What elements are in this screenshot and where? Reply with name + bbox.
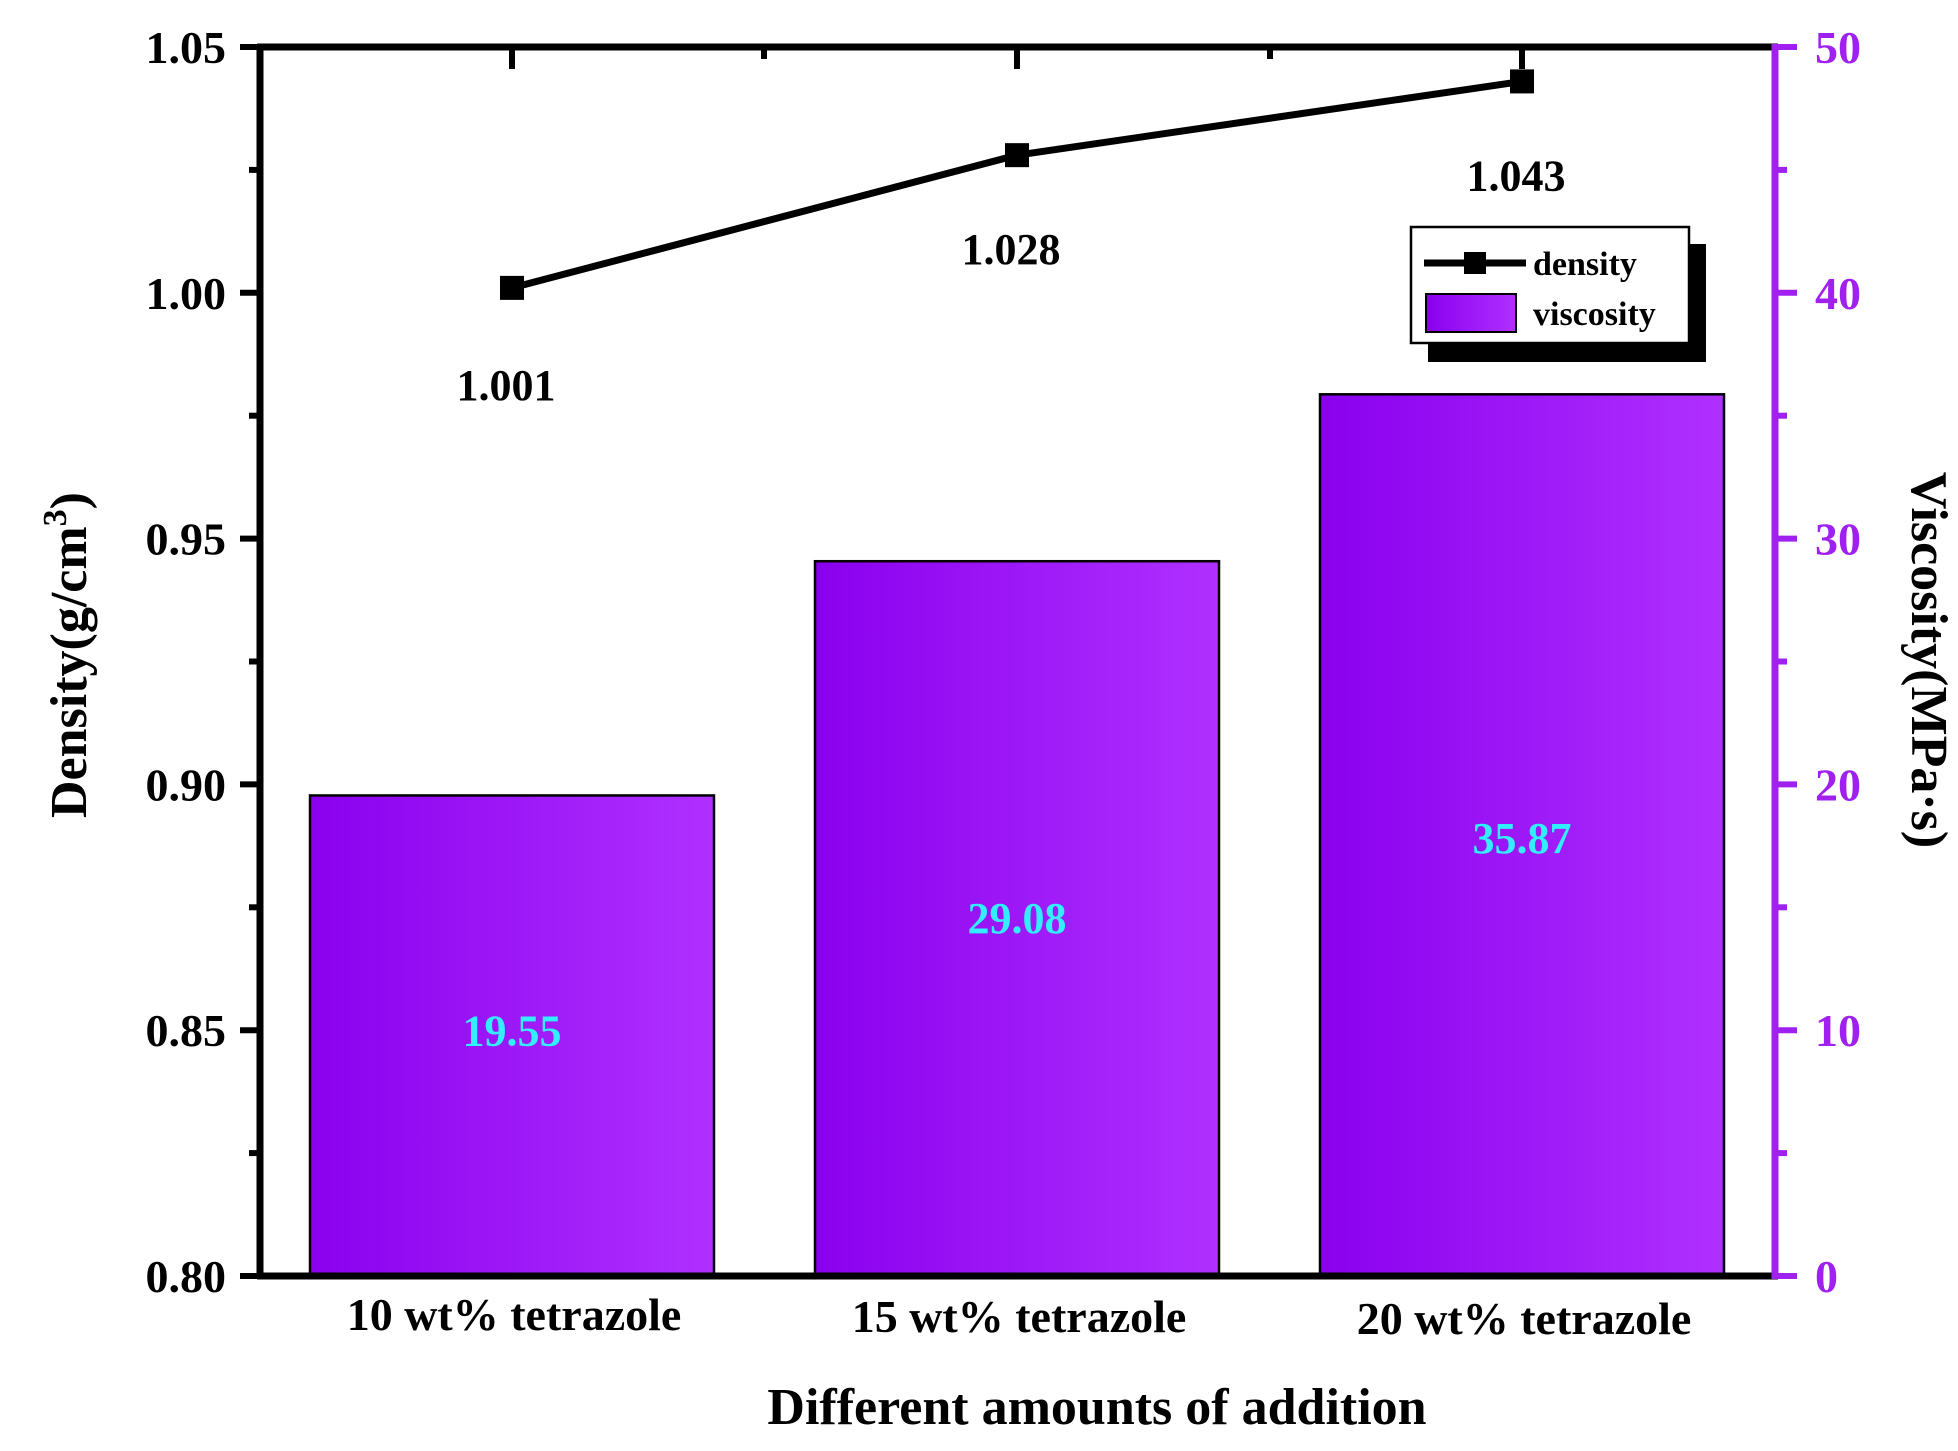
viscosity-bar-label: 35.87 [1473,814,1572,863]
right-tick-label: 0 [1815,1251,1838,1302]
left-tick-label: 0.85 [146,1005,227,1056]
legend-density-label: density [1533,246,1637,283]
right-tick-label: 40 [1815,268,1861,319]
left-tick-label: 1.00 [146,268,227,319]
right-tick-label: 50 [1815,22,1861,73]
density-point-label: 1.043 [1467,151,1566,200]
left-axis-title-superscript: 3 [37,509,74,526]
viscosity-bar-label: 19.55 [463,1006,562,1055]
density-point-label: 1.028 [962,225,1061,274]
density-point-labels: 1.001 1.028 1.043 [457,151,1566,409]
left-tick-label: 0.90 [146,759,227,810]
left-tick-label: 0.80 [146,1251,227,1302]
legend-density-marker [1464,252,1486,274]
viscosity-bar [308,794,716,1278]
right-tick-label: 10 [1815,1005,1861,1056]
right-axis-ticks: 0 10 20 30 40 50 [1775,22,1861,1302]
x-category-labels: 10 wt% tetrazole 15 wt% tetrazole 20 wt% t… [347,1289,1692,1344]
x-category-label: 20 wt% tetrazole [1357,1293,1692,1344]
density-marker [500,275,524,300]
x-axis-title: Different amounts of addition [767,1379,1426,1436]
left-tick-label: 1.05 [146,22,227,73]
left-axis-ticks: 0.80 0.85 0.90 0.95 1.00 1.05 [146,22,260,1302]
viscosity-bar [1318,393,1726,1278]
legend: density viscosity [1409,225,1706,362]
density-marker [1005,143,1029,168]
legend-viscosity-swatch [1425,293,1517,333]
x-category-label: 10 wt% tetrazole [347,1289,682,1340]
viscosity-bar [813,559,1221,1278]
top-axis-ticks [509,47,1525,69]
left-axis-title: Density(g/cm3) [37,492,98,818]
right-tick-label: 30 [1815,514,1861,565]
viscosity-bar-labels: 19.55 29.08 35.87 [463,814,1572,1056]
x-category-label: 15 wt% tetrazole [852,1291,1187,1342]
left-axis-title-main: Density(g/cm [41,526,98,818]
viscosity-bar-label: 29.08 [968,894,1067,943]
legend-viscosity-label: viscosity [1533,296,1656,333]
left-axis-title-close: ) [41,492,98,509]
density-point-label: 1.001 [457,361,556,410]
viscosity-bars [308,393,1726,1278]
density-line-series [500,69,1534,300]
density-marker [1510,69,1534,94]
left-tick-label: 0.95 [146,514,227,565]
right-axis-title: Viscosity(MPa·s) [1900,472,1957,848]
right-tick-label: 20 [1815,759,1861,810]
